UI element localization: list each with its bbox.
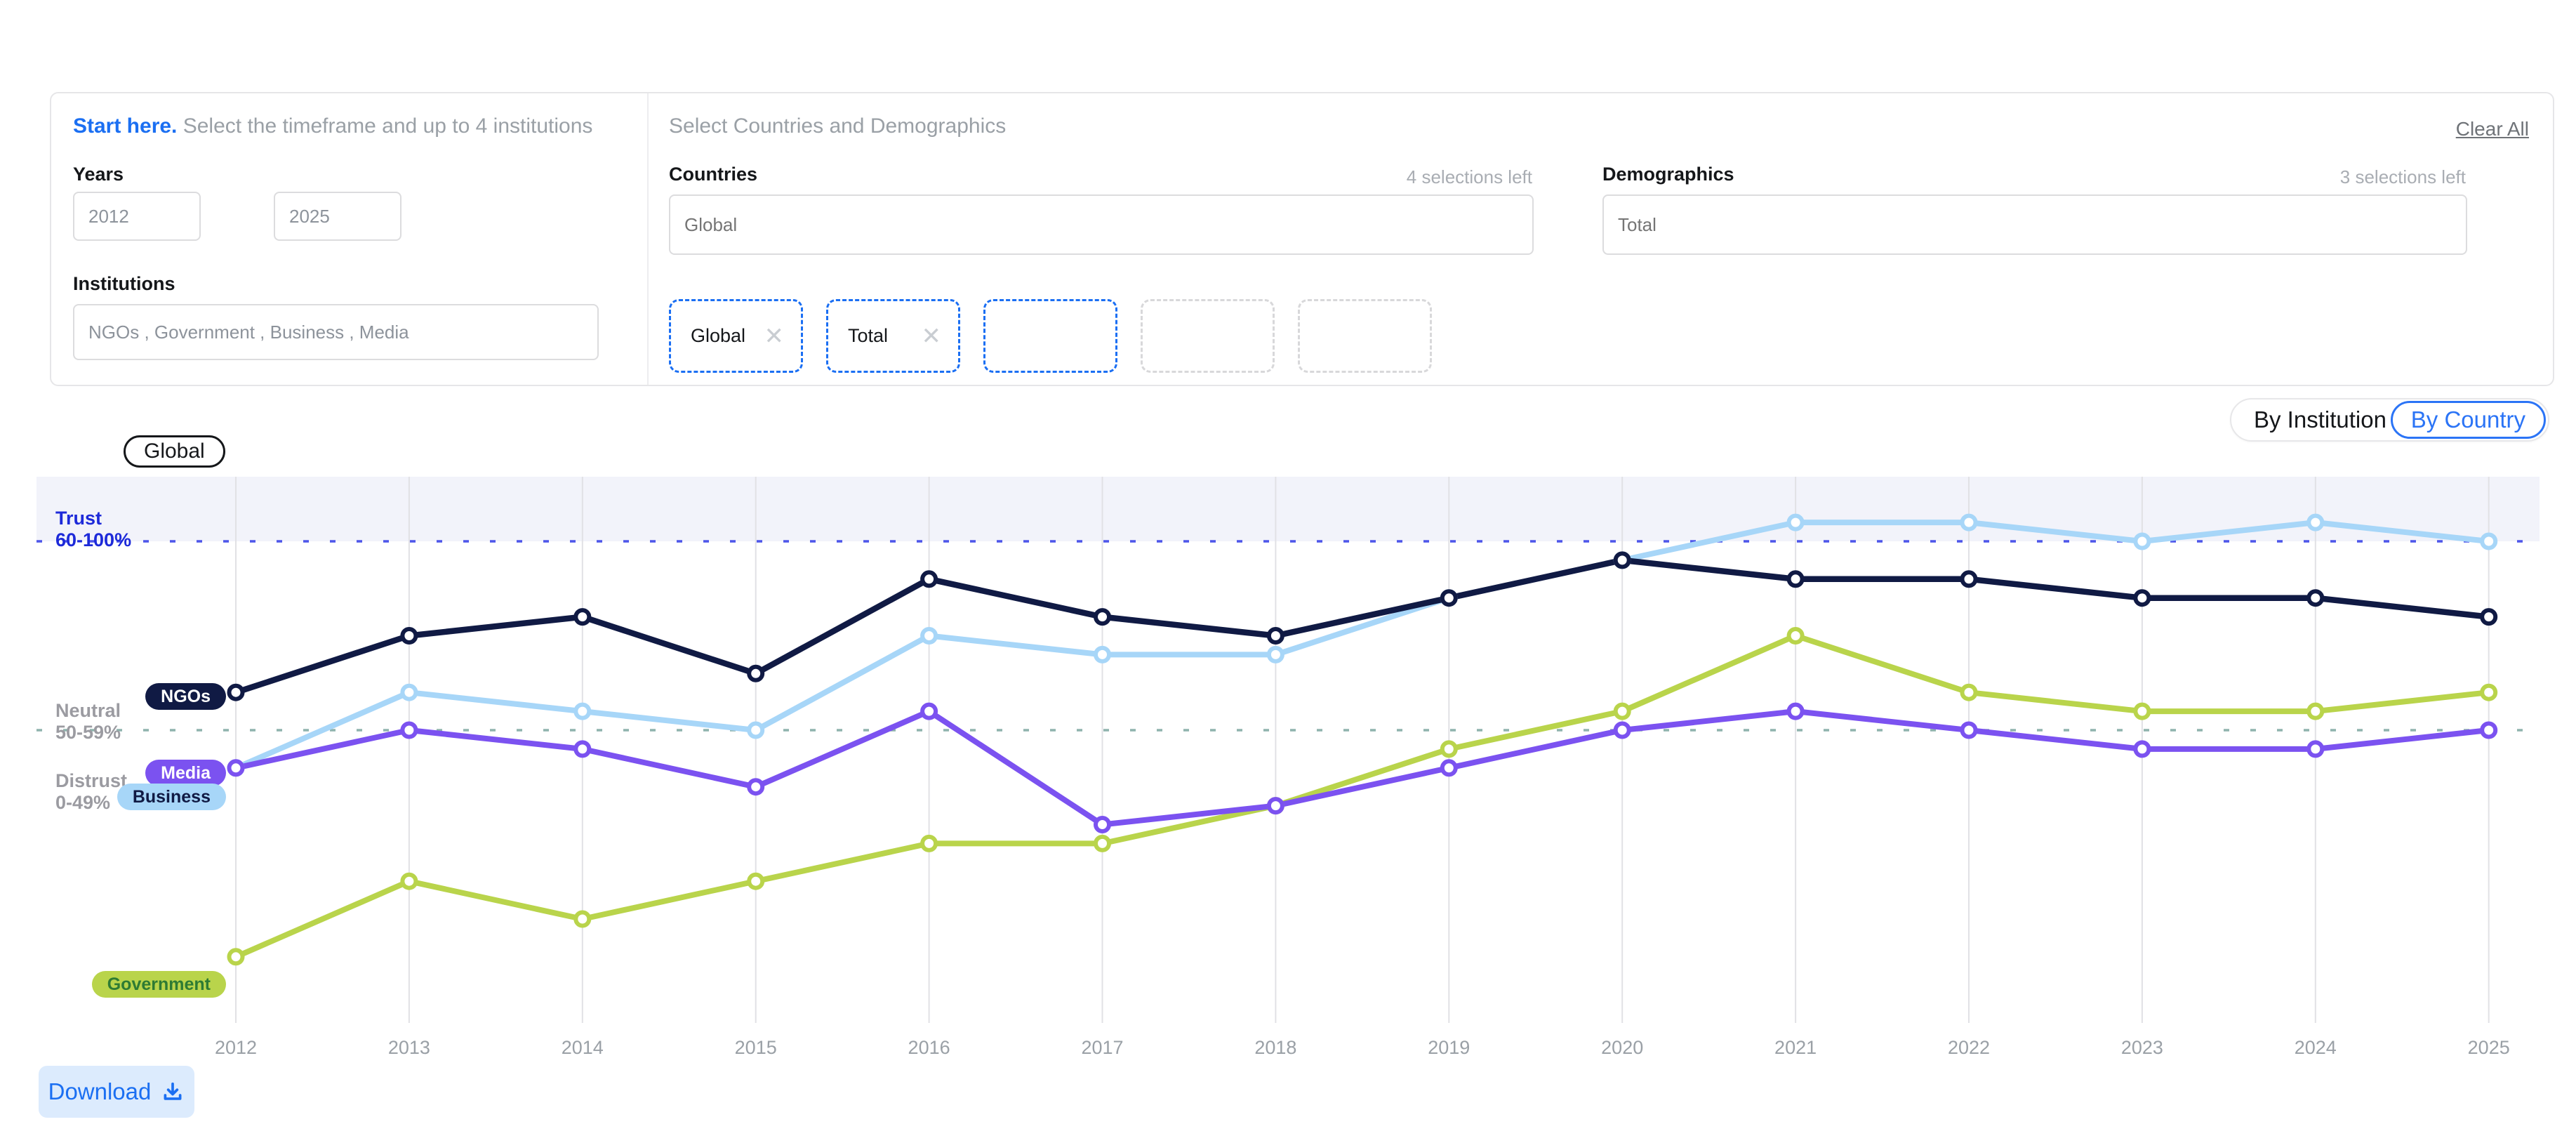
- neutral-band-label: Neutral 50-59%: [55, 700, 121, 743]
- remove-chip-icon[interactable]: ✕: [764, 322, 785, 350]
- svg-text:2021: 2021: [1774, 1037, 1817, 1058]
- series-pill-business: Business: [117, 784, 226, 810]
- filter-panel: Start here. Select the timeframe and up …: [50, 92, 2554, 386]
- countries-demographics-header: Select Countries and Demographics: [669, 114, 1007, 138]
- start-here-text: Start here.: [73, 114, 178, 138]
- series-pill-ngos: NGOs: [145, 683, 226, 710]
- institutions-input[interactable]: [73, 304, 599, 360]
- tab-by-institution[interactable]: By Institution: [2254, 407, 2386, 432]
- svg-text:2014: 2014: [562, 1037, 604, 1058]
- chip-empty-slot[interactable]: [1298, 299, 1432, 373]
- download-icon: [164, 1082, 182, 1100]
- svg-text:2025: 2025: [2468, 1037, 2510, 1058]
- tab-by-country[interactable]: By Country: [2390, 401, 2546, 439]
- download-button[interactable]: Download: [39, 1066, 194, 1118]
- svg-text:2017: 2017: [1081, 1037, 1123, 1058]
- svg-text:2015: 2015: [735, 1037, 777, 1058]
- clear-all-button[interactable]: Clear All: [2452, 117, 2533, 141]
- timeframe-section: Start here. Select the timeframe and up …: [51, 93, 649, 385]
- chip-empty-active[interactable]: [983, 299, 1117, 373]
- download-label: Download: [48, 1078, 152, 1104]
- svg-text:2022: 2022: [1948, 1037, 1990, 1058]
- series-pill-media: Media: [145, 760, 226, 786]
- section-title: Start here. Select the timeframe and up …: [73, 114, 592, 138]
- chip-label: Global: [691, 325, 746, 346]
- institutions-label: Institutions: [73, 273, 175, 294]
- svg-text:2018: 2018: [1254, 1037, 1296, 1058]
- trend-chart: 2012 2013 2014 2015 2016 2017 2018 2019 2020 2021…: [36, 477, 2540, 1059]
- svg-text:2019: 2019: [1428, 1037, 1470, 1058]
- demographics-label: Demographics: [1602, 164, 1734, 185]
- chip-empty-slot[interactable]: [1141, 299, 1275, 373]
- svg-text:2016: 2016: [908, 1037, 950, 1058]
- svg-text:2023: 2023: [2121, 1037, 2163, 1058]
- svg-text:2012: 2012: [215, 1037, 257, 1058]
- year-from-input[interactable]: [73, 192, 201, 241]
- countries-label: Countries: [669, 164, 758, 185]
- line-chart-canvas: 2012 2013 2014 2015 2016 2017 2018 2019 2020 2021…: [36, 477, 2540, 1058]
- years-label: Years: [73, 164, 124, 185]
- start-here-subtext: Select the timeframe and up to 4 institu…: [182, 114, 593, 138]
- view-toggle: By Institution By Country: [2230, 398, 2549, 442]
- chip-total[interactable]: Total ✕: [826, 299, 960, 373]
- distrust-band-label: Distrust 0-49%: [55, 770, 128, 813]
- selection-chips: Global ✕ Total ✕: [669, 299, 1432, 373]
- svg-text:2013: 2013: [388, 1037, 430, 1058]
- chip-label: Total: [848, 325, 889, 346]
- chip-global[interactable]: Global ✕: [669, 299, 803, 373]
- demographics-selections-left: 3 selections left: [2339, 166, 2466, 187]
- countries-input[interactable]: [669, 194, 1534, 255]
- trust-band-label: Trust 60-100%: [55, 508, 132, 550]
- demographics-input[interactable]: [1602, 194, 2467, 255]
- year-to-input[interactable]: [274, 192, 401, 241]
- countries-selections-left: 4 selections left: [1406, 166, 1532, 187]
- svg-text:2024: 2024: [2295, 1037, 2337, 1058]
- remove-chip-icon[interactable]: ✕: [921, 322, 942, 350]
- series-pill-government: Government: [91, 971, 226, 998]
- svg-text:2020: 2020: [1601, 1037, 1643, 1058]
- region-pill-global[interactable]: Global: [124, 435, 225, 468]
